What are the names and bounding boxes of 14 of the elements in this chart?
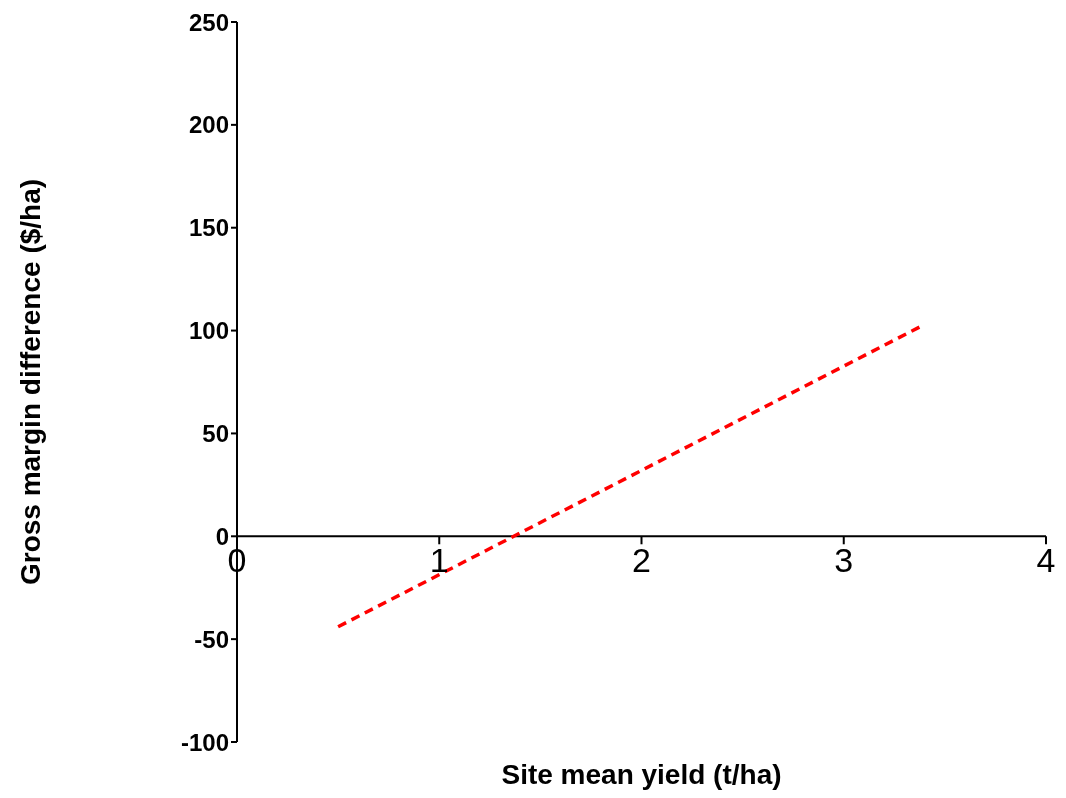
x-tick-label: 3 [834, 541, 854, 580]
y-tick-label: -50 [194, 625, 229, 653]
y-tick-label: 200 [188, 111, 229, 139]
y-axis-title: Gross margin difference ($/ha) [14, 178, 46, 586]
y-tick-label: 100 [188, 317, 229, 345]
y-tick-label: 50 [202, 419, 229, 447]
x-tick-label: 1 [429, 541, 449, 580]
x-tick-label: 2 [632, 541, 651, 580]
x-tick-label: 4 [1036, 541, 1056, 580]
y-tick-label: 0 [215, 522, 229, 550]
y-tick-label: 250 [188, 8, 229, 36]
x-axis-title: Site mean yield (t/ha) [501, 759, 782, 790]
y-tick-label: 150 [188, 214, 229, 242]
y-tick-label: -100 [180, 728, 229, 756]
